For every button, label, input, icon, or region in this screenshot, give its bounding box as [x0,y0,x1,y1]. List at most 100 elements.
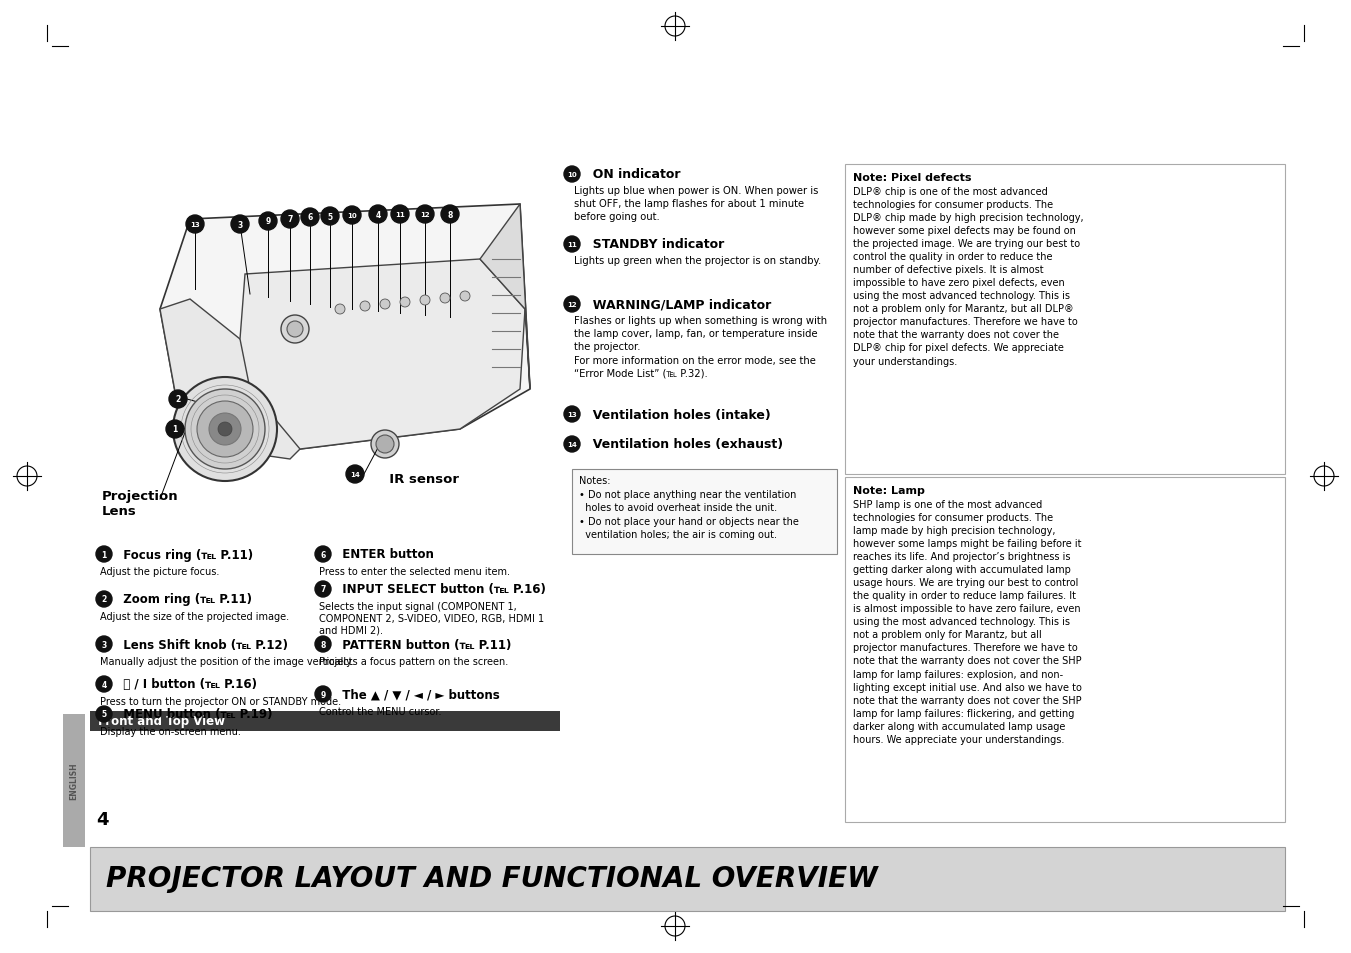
Circle shape [440,294,450,304]
Text: Note: Pixel defects: Note: Pixel defects [852,172,971,183]
Text: 5: 5 [327,213,332,221]
Text: INPUT SELECT button (℡ P.16): INPUT SELECT button (℡ P.16) [334,583,546,596]
Text: 3: 3 [101,639,107,649]
Text: Zoom ring (℡ P.11): Zoom ring (℡ P.11) [115,593,253,606]
Text: WARNING/LAMP indicator: WARNING/LAMP indicator [584,298,771,312]
Circle shape [96,706,112,722]
Circle shape [390,206,409,224]
Polygon shape [240,260,526,450]
Text: 7: 7 [288,215,293,224]
Text: 10: 10 [347,213,357,219]
Circle shape [315,581,331,598]
Text: 13: 13 [190,222,200,228]
Text: 5: 5 [101,710,107,719]
Text: 8: 8 [320,639,326,649]
Circle shape [369,206,386,224]
Bar [91,847,1285,911]
Bar [844,477,1285,822]
Circle shape [563,167,580,183]
Circle shape [96,677,112,692]
Text: 4: 4 [101,679,107,689]
Text: ⏻ / I button (℡ P.16): ⏻ / I button (℡ P.16) [115,678,257,691]
Text: Press to enter the selected menu item.: Press to enter the selected menu item. [319,566,509,577]
Circle shape [96,592,112,607]
Circle shape [372,431,399,458]
Text: 1: 1 [173,425,177,434]
Circle shape [185,390,265,470]
Circle shape [259,213,277,231]
Text: 10: 10 [567,172,577,178]
Circle shape [376,436,394,454]
Circle shape [173,377,277,481]
Text: Display the on-screen menu.: Display the on-screen menu. [100,726,240,737]
Text: 3: 3 [238,220,243,230]
Circle shape [315,637,331,652]
Circle shape [166,420,184,438]
Circle shape [343,207,361,225]
Circle shape [315,686,331,702]
Circle shape [359,302,370,312]
Text: ENTER button: ENTER button [334,548,434,561]
Text: Lights up blue when power is ON. When power is
shut OFF, the lamp flashes for ab: Lights up blue when power is ON. When po… [574,186,819,222]
Text: 9: 9 [265,217,270,226]
Text: The ▲ / ▼ / ◄ / ► buttons: The ▲ / ▼ / ◄ / ► buttons [334,688,500,700]
Text: Note: Lamp: Note: Lamp [852,485,925,496]
Text: 12: 12 [420,212,430,218]
Bar [63,714,85,847]
Circle shape [440,206,459,224]
Circle shape [301,209,319,227]
Circle shape [286,322,303,337]
Text: Lights up green when the projector is on standby.: Lights up green when the projector is on… [574,255,821,266]
Polygon shape [159,205,530,450]
Text: 11: 11 [567,242,577,248]
Text: DLP® chip is one of the most advanced
technologies for consumer products. The
DL: DLP® chip is one of the most advanced te… [852,187,1084,366]
Circle shape [335,305,345,314]
Text: SHP lamp is one of the most advanced
technologies for consumer products. The
lam: SHP lamp is one of the most advanced tec… [852,499,1082,744]
Text: 7: 7 [320,585,326,594]
Text: 2: 2 [176,395,181,404]
Text: Adjust the size of the projected image.: Adjust the size of the projected image. [100,612,289,621]
Text: Press to turn the projector ON or STANDBY mode.: Press to turn the projector ON or STANDB… [100,697,340,706]
Text: 12: 12 [567,302,577,308]
Text: 13: 13 [567,412,577,417]
Text: 6: 6 [320,550,326,558]
Circle shape [281,211,299,229]
Text: 14: 14 [567,441,577,448]
Text: Adjust the picture focus.: Adjust the picture focus. [100,566,219,577]
Circle shape [197,401,253,457]
Circle shape [96,546,112,562]
Circle shape [169,391,186,409]
Circle shape [420,295,430,306]
Circle shape [186,215,204,233]
Text: 14: 14 [350,472,359,477]
Text: Projection
Lens: Projection Lens [101,490,178,517]
Text: 8: 8 [447,211,453,219]
Circle shape [563,236,580,253]
Text: PROJECTOR LAYOUT AND FUNCTIONAL OVERVIEW: PROJECTOR LAYOUT AND FUNCTIONAL OVERVIEW [105,864,878,892]
Circle shape [400,297,409,308]
Text: 11: 11 [394,212,405,218]
Text: Flashes or lights up when something is wrong with
the lamp cover, lamp, fan, or : Flashes or lights up when something is w… [574,315,827,378]
Text: ON indicator: ON indicator [584,169,681,181]
Text: 9: 9 [320,690,326,699]
Circle shape [231,215,249,233]
Text: Notes:
• Do not place anything near the ventilation
  holes to avoid overheat in: Notes: • Do not place anything near the … [580,476,798,539]
Text: 4: 4 [96,810,108,828]
Circle shape [96,637,112,652]
Circle shape [459,292,470,302]
Text: Projects a focus pattern on the screen.: Projects a focus pattern on the screen. [319,657,508,666]
Text: PATTERN button (℡ P.11): PATTERN button (℡ P.11) [334,638,512,651]
Circle shape [563,436,580,453]
Circle shape [281,315,309,344]
Text: Selects the input signal (COMPONENT 1,
COMPONENT 2, S-VIDEO, VIDEO, RGB, HDMI 1
: Selects the input signal (COMPONENT 1, C… [319,601,544,635]
Bar [571,470,838,555]
Circle shape [322,208,339,226]
Circle shape [209,414,240,446]
Text: 1: 1 [101,550,107,558]
Circle shape [315,546,331,562]
Text: Focus ring (℡ P.11): Focus ring (℡ P.11) [115,548,253,561]
Circle shape [380,299,390,310]
Circle shape [563,296,580,313]
Bar [844,165,1285,475]
Text: 4: 4 [376,211,381,219]
